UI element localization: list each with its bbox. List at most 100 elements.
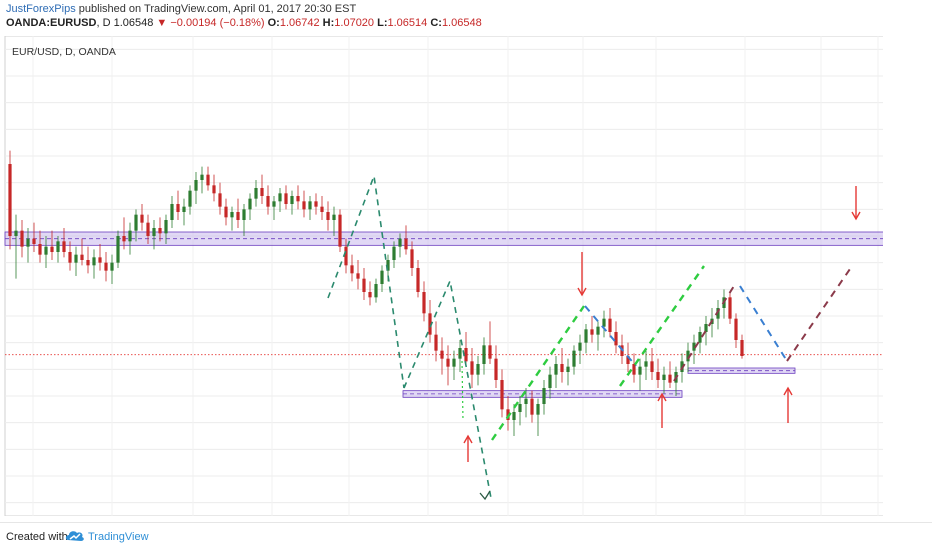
candle-body <box>128 230 132 242</box>
arrow-down-may-head <box>851 211 861 221</box>
zones <box>4 231 883 398</box>
candle-body <box>338 214 342 247</box>
tradingview-brand-link[interactable]: TradingView <box>88 531 149 543</box>
candle-body <box>452 358 456 367</box>
candle-body <box>308 201 312 210</box>
candle-body <box>386 260 390 271</box>
candle-body <box>140 214 144 223</box>
candle-body <box>434 334 438 351</box>
arrow-down-feb-head <box>577 287 587 297</box>
candle-body <box>482 345 486 364</box>
candle-body <box>728 297 732 319</box>
candle-body <box>362 278 366 292</box>
candle-body <box>698 332 702 343</box>
candle-body <box>44 246 48 255</box>
candle-body <box>50 246 54 252</box>
candle-body <box>548 374 552 388</box>
projection-teal-2 <box>403 278 492 499</box>
author-link[interactable]: JustForexPips <box>6 3 76 15</box>
candle-body <box>692 342 696 351</box>
candle-body <box>740 340 744 356</box>
candle-body <box>344 246 348 266</box>
projection-green-dotted <box>461 360 464 422</box>
candle-body <box>134 214 138 231</box>
candle-body <box>470 361 474 375</box>
candle-body <box>14 230 18 236</box>
candle-body <box>146 222 150 236</box>
plot-frame <box>4 36 883 516</box>
open-label: O: <box>267 17 280 29</box>
annotations <box>327 175 861 501</box>
close-label: C: <box>430 17 442 29</box>
candle-body <box>98 257 102 263</box>
candle-body <box>86 260 90 266</box>
candle-body <box>320 206 324 212</box>
candle-body <box>68 252 72 263</box>
projection-maroon-1 <box>673 285 735 382</box>
candle-body <box>296 196 300 202</box>
candle-body <box>266 196 270 207</box>
candle-body <box>38 244 42 255</box>
candle-body <box>440 350 444 359</box>
arrow-up-mar-head <box>657 392 667 402</box>
candle-body <box>656 372 660 380</box>
low-value: 1.06514 <box>387 17 428 29</box>
resistance-zone <box>4 231 883 246</box>
candle-body <box>284 193 288 204</box>
candle-body <box>572 350 576 367</box>
candle-body <box>188 190 192 207</box>
projection-blue-2 <box>739 285 788 362</box>
candle-body <box>464 348 468 362</box>
candle-body <box>530 398 534 415</box>
candle-body <box>26 238 30 247</box>
candle-body <box>416 268 420 292</box>
symbol: OANDA:EURUSD <box>6 17 97 29</box>
candle-body <box>410 249 414 268</box>
arrow-up-apr-head <box>783 386 793 396</box>
price-change: −0.00194 (−0.18%) <box>170 17 265 29</box>
candle-body <box>398 238 402 247</box>
open-value: 1.06742 <box>279 17 320 29</box>
candle-body <box>584 329 588 343</box>
high-value: 1.07020 <box>334 17 375 29</box>
candle-body <box>152 228 156 236</box>
candle-body <box>554 364 558 375</box>
candle-body <box>716 308 720 319</box>
candle-body <box>374 284 378 298</box>
candle-body <box>644 361 648 367</box>
chart-legend: EUR/USD, D, OANDA <box>12 46 116 58</box>
low-label: L: <box>377 17 388 29</box>
candle-body <box>458 348 462 359</box>
candle-body <box>566 366 570 372</box>
candle-body <box>242 209 246 220</box>
candle-body <box>80 254 84 260</box>
grid <box>4 36 883 516</box>
price-chart[interactable]: 1.180001.170001.160001.150001.140001.130… <box>0 36 883 516</box>
projection-green-2 <box>619 265 705 387</box>
arrow-up-dec-head <box>463 434 473 444</box>
candle-body <box>518 404 522 412</box>
candle-body <box>332 214 336 220</box>
projection-blue-1 <box>584 305 637 367</box>
candle-body <box>704 324 708 332</box>
candle-body <box>524 398 528 404</box>
candle-body <box>536 404 540 415</box>
candle-body <box>230 212 234 218</box>
candle-body <box>326 212 330 220</box>
down-triangle-icon: ▼ <box>156 17 168 29</box>
candle-body <box>488 345 492 359</box>
candle-body <box>170 204 174 220</box>
candle-body <box>74 254 78 263</box>
last-price: 1.06548 <box>113 17 154 29</box>
candle-body <box>32 238 36 244</box>
created-with: Created with <box>6 531 68 543</box>
candle-body <box>632 364 636 375</box>
candle-body <box>272 201 276 207</box>
candle-body <box>218 193 222 207</box>
symbol-info: OANDA:EURUSD, D 1.06548 ▼ −0.00194 (−0.1… <box>6 16 482 30</box>
candle-body <box>176 204 180 212</box>
candle-body <box>368 292 372 298</box>
candle-body <box>110 262 114 271</box>
candle-body <box>662 374 666 380</box>
candle-body <box>356 273 360 279</box>
